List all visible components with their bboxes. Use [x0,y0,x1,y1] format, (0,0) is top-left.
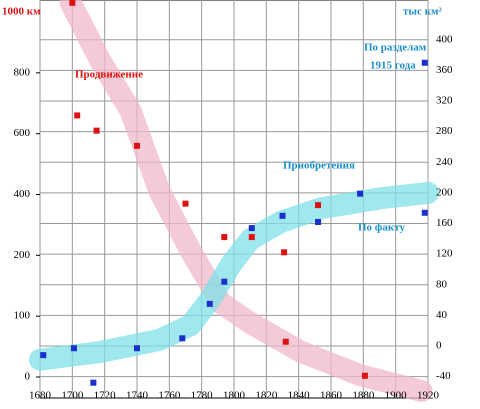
trend-band [59,0,433,402]
y-tick-label: 0 [25,371,31,383]
x-tick-label: 1780 [191,390,214,402]
x-tick-label: 1900 [385,390,408,402]
point [221,278,228,285]
y2-tick-label: 320 [436,95,453,107]
y2-tick-label: 120 [436,248,453,260]
point [248,225,255,232]
x-tick-label: 1700 [61,390,84,402]
point [315,202,322,209]
x-tick-label: 1720 [94,390,117,402]
point [248,234,255,241]
x-tick-label: 1740 [126,390,149,402]
y2-tick-label: 80 [436,278,448,290]
y2-tick-label: 0 [436,339,442,351]
trend-band [29,181,439,371]
y2-tick-label: 240 [436,156,453,168]
point [69,0,76,6]
point [90,379,97,386]
y2-tick-label: 280 [436,125,453,137]
point [134,142,140,149]
y2-axis-label: тыс км² [403,6,442,18]
point [421,209,428,216]
annotation: По разделам [364,42,427,54]
point [279,212,286,219]
point [74,112,81,119]
y-tick-label: 100 [14,310,31,322]
y2-tick-label: 160 [436,217,453,229]
x-tick-label: 1920 [417,390,440,402]
point [179,335,186,342]
y-tick-label: 400 [14,188,31,200]
y-tick-label: 600 [14,127,31,139]
series-label: Продвижение [75,69,143,81]
annotation: 1915 года [370,60,416,72]
x-tick-label: 1800 [223,390,246,402]
series-label: Приобретения [283,160,355,172]
point [134,345,140,352]
y-axis-label: 1000 км [2,6,41,18]
x-tick-label: 1760 [158,390,181,402]
y2-tick-label: 360 [436,64,453,76]
point [40,352,47,359]
x-tick-label: 1880 [352,390,375,402]
point [70,345,77,352]
point [282,338,289,345]
x-tick-label: 1820 [255,390,278,402]
y2-tick-label: 40 [436,309,448,321]
point [281,249,288,256]
y2-tick-label: 200 [436,186,453,198]
x-tick-label: 1840 [288,390,311,402]
point [182,200,189,207]
point [221,234,228,241]
point [93,127,100,134]
point [315,218,322,225]
x-tick-label: 1860 [320,390,343,402]
x-tick-label: 1680 [29,390,52,402]
y-tick-label: 800 [14,66,31,78]
annotation: По факту [358,222,406,234]
y2-tick-label: 400 [436,33,453,45]
point [357,190,364,197]
y-tick-label: 200 [14,249,31,261]
point [421,59,428,66]
y2-tick-label: -40 [436,370,451,382]
point [361,372,368,379]
point [206,300,213,307]
